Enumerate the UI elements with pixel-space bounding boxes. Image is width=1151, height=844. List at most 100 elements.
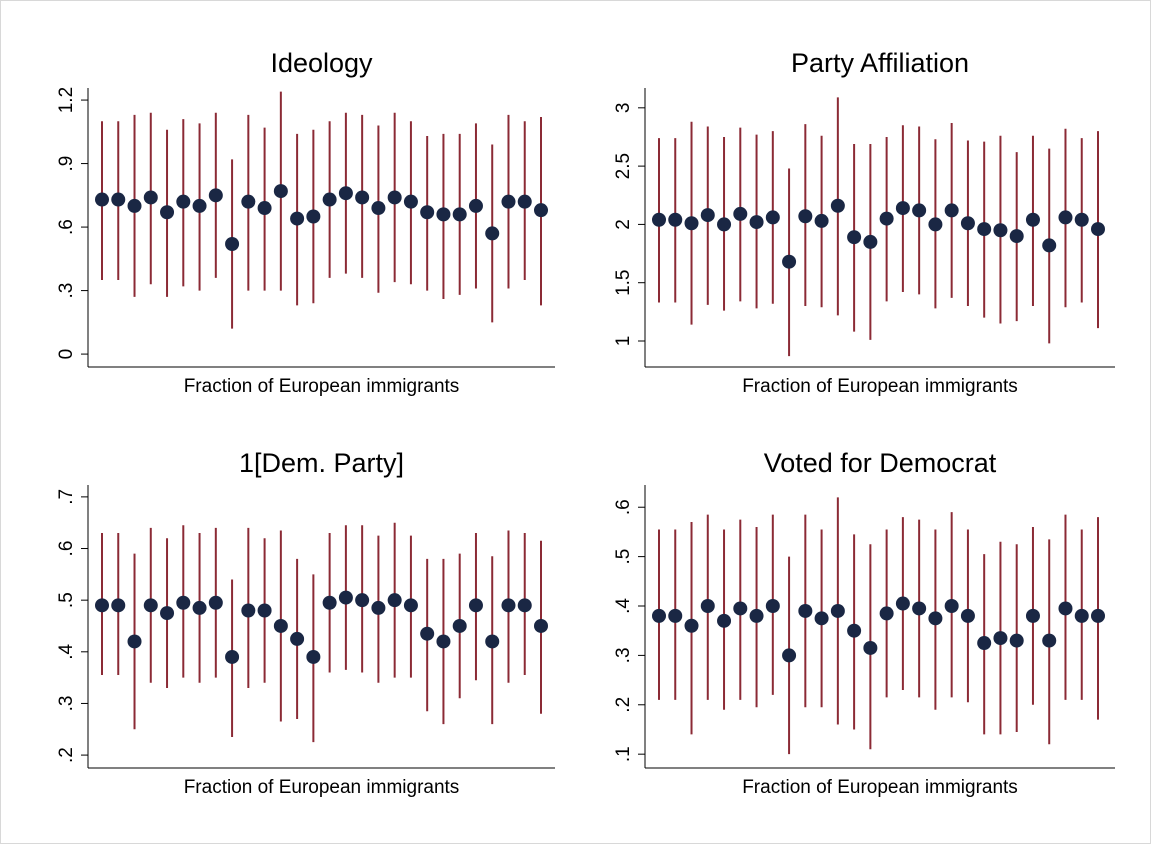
point [143,598,158,613]
point [1091,608,1105,623]
point [290,631,305,646]
point [403,194,418,209]
y-tick-label: .9 [56,156,77,172]
point [765,210,780,225]
point [1009,633,1024,648]
point [717,217,732,232]
point [863,234,878,249]
y-tick-label: .5 [613,549,634,565]
point [95,598,109,613]
panel-title: Ideology [270,48,373,78]
point [977,636,992,651]
point [749,608,764,623]
y-tick-label: .3 [613,647,634,663]
point [700,208,715,223]
point [241,194,256,209]
y-tick-label: .1 [613,746,634,762]
y-tick-label: 3 [613,103,634,114]
point [928,217,943,232]
point [684,216,699,231]
y-tick-label: .6 [56,219,77,235]
point [1009,229,1024,244]
point [733,206,748,221]
point [160,606,175,621]
point [1074,212,1089,227]
point [830,198,845,213]
point [1025,212,1040,227]
y-tick-label: 2.5 [613,153,634,179]
point [355,190,370,205]
point [814,611,829,626]
point [668,212,683,227]
panel-title: Voted for Democrat [764,448,997,478]
point [225,649,240,664]
y-tick-label: 1 [613,336,634,347]
y-tick-label: .4 [613,598,634,614]
point [95,192,109,207]
point [517,194,532,209]
y-tick-label: 2 [613,219,634,230]
point [765,599,780,614]
point [733,601,748,616]
point [208,188,223,203]
point [960,608,975,623]
point [814,213,829,228]
point [387,190,402,205]
point [192,198,207,213]
point [501,598,516,613]
point [160,205,175,220]
point [273,184,288,199]
point [1042,633,1057,648]
point [912,203,927,218]
point [111,192,126,207]
y-tick-label: .4 [56,643,77,659]
point [143,190,158,205]
point [1042,238,1057,253]
point [208,595,223,610]
point [782,254,797,269]
point [1025,608,1040,623]
point [420,626,435,641]
point [830,603,845,618]
point [993,223,1008,238]
point [1091,222,1105,237]
point [652,212,666,227]
point [993,631,1008,646]
point [847,623,862,638]
x-axis-label: Fraction of European immigrants [742,777,1018,798]
point [290,211,305,226]
point [879,606,894,621]
point [879,211,894,226]
point [176,194,191,209]
point [420,205,435,220]
point [534,203,548,218]
point [1074,608,1089,623]
point [652,608,666,623]
point [749,215,764,230]
point [717,613,732,628]
point [501,194,516,209]
panel-title: 1[Dem. Party] [239,448,404,478]
point [1058,601,1073,616]
point [127,198,142,213]
point [257,603,272,618]
point [895,201,910,216]
y-tick-label: .6 [56,541,77,557]
point [111,598,126,613]
point [436,207,451,222]
point [322,192,337,207]
point [241,603,256,618]
point [338,590,353,605]
point [668,608,683,623]
x-axis-label: Fraction of European immigrants [184,376,460,397]
point [485,634,500,649]
point [306,649,321,664]
point [863,640,878,655]
point [485,226,500,241]
y-tick-label: 1.2 [56,87,77,113]
point [912,601,927,616]
point [944,203,959,218]
point [355,593,370,608]
x-axis-label: Fraction of European immigrants [184,777,460,798]
